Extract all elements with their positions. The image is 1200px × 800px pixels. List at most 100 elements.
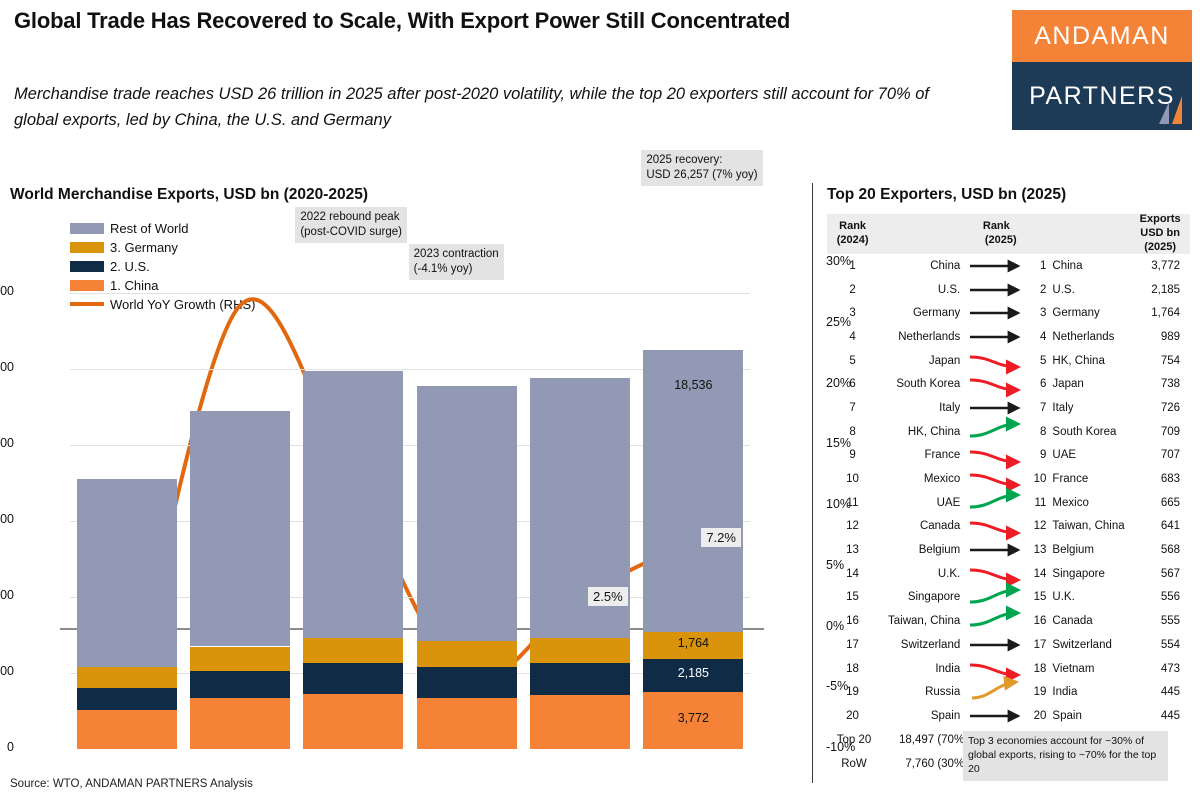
cell-rank-change <box>963 301 1025 325</box>
cell-rank-2024: 15 <box>846 591 859 604</box>
cell-name-2024: U.K. <box>937 567 961 580</box>
bar-segment-germany[interactable] <box>303 637 404 664</box>
bar-segment-china[interactable] <box>416 697 517 749</box>
bar-segment-china[interactable] <box>190 697 290 749</box>
rank-change-arrow-icon <box>972 676 1020 700</box>
table-row[interactable]: 17 Switzerland 17 Switzerland 554 <box>827 633 1190 657</box>
cell-name-2025: Taiwan, China <box>1052 520 1125 533</box>
bar-2020[interactable] <box>76 479 177 749</box>
bar-segment-germany[interactable] <box>190 646 290 672</box>
bar-segment-us[interactable] <box>303 663 404 695</box>
bar-segment-germany[interactable] <box>76 667 177 689</box>
legend-swatch-germany <box>70 241 104 253</box>
gridline <box>70 369 750 371</box>
bar-segment-restofworld[interactable] <box>303 370 404 638</box>
cell-name-2024: Russia <box>925 686 961 699</box>
bar-segment-us[interactable] <box>530 663 630 695</box>
y-axis-tick-right: 20% <box>826 375 852 390</box>
bar-segment-china[interactable] <box>530 694 630 749</box>
bar-2022[interactable] <box>303 370 404 749</box>
y-axis-tick-left: 25,000 <box>0 360 14 375</box>
bar-segment-china[interactable] <box>76 709 177 749</box>
table-body: 1 China 1 China 3,772 2 U.S. 2 U.S. 2,185 3 Germany… <box>827 254 1190 728</box>
footer-label: Top 20 <box>836 733 872 746</box>
cell-rank-change <box>963 349 1025 375</box>
table-row[interactable]: 15 Singapore 15 U.K. 556 <box>827 582 1190 610</box>
left-panel-title: World Merchandise Exports, USD bn (2020-… <box>10 186 369 203</box>
cell-exports-2025: 754 <box>1160 354 1181 367</box>
table-row[interactable]: 20 Spain 20 Spain 445 <box>827 704 1190 728</box>
table-row[interactable]: 8 HK, China 8 South Korea 709 <box>827 416 1190 444</box>
table-row[interactable]: 9 France 9 UAE 707 <box>827 444 1190 469</box>
table-row[interactable]: 5 Japan 5 HK, China 754 <box>827 349 1190 375</box>
cell-name-2025: Italy <box>1052 401 1074 414</box>
bar-segment-restofworld[interactable]: 18,536 <box>643 350 744 632</box>
page-subtitle: Merchandise trade reaches USD 26 trillio… <box>14 85 930 129</box>
table-row[interactable]: 10 Mexico 10 France 683 <box>827 467 1190 493</box>
table-row[interactable]: 7 Italy 7 Italy 726 <box>827 396 1190 420</box>
table-row[interactable]: 6 South Korea 6 Japan 738 <box>827 372 1190 398</box>
bar-segment-restofworld[interactable] <box>416 386 517 642</box>
table-row[interactable]: 14 U.K. 14 Singapore 567 <box>827 562 1190 588</box>
cell-name-2024: U.S. <box>937 283 961 296</box>
rank-change-arrow-icon <box>970 283 1021 297</box>
table-row[interactable]: 3 Germany 3 Germany 1,764 <box>827 301 1190 325</box>
bar-2025[interactable]: 3,772 2,185 1,764 18,536 <box>643 350 744 749</box>
y-axis-tick-left: 30,000 <box>0 284 14 299</box>
cell-exports-2025: 989 <box>1160 330 1181 343</box>
growth-value-label: 7.2% <box>701 528 741 548</box>
andaman-partners-logo: ANDAMAN PARTNERS <box>1012 10 1192 130</box>
table-row[interactable]: 19 Russia 19 India 445 <box>827 676 1190 704</box>
table-row[interactable]: 18 India 18 Vietnam 473 <box>827 657 1190 683</box>
cell-exports-2025: 445 <box>1160 709 1181 722</box>
cell-rank-2025: 11 <box>1034 496 1047 509</box>
bar-2021[interactable] <box>190 411 290 749</box>
cell-rank-2025: 16 <box>1033 615 1047 628</box>
bar-segment-us[interactable] <box>76 688 177 710</box>
table-row[interactable]: 4 Netherlands 4 Netherlands 989 <box>827 325 1190 349</box>
cell-name-2025: HK, China <box>1052 354 1105 367</box>
bar-segment-germany[interactable]: 1,764 <box>643 631 744 659</box>
bar-segment-germany[interactable] <box>530 637 630 664</box>
rank-change-arrow-icon <box>970 355 1022 375</box>
bar-2024[interactable] <box>530 378 630 749</box>
cell-name-2024: UAE <box>936 496 961 509</box>
cell-name-2025: Japan <box>1052 378 1084 391</box>
table-row[interactable]: 16 Taiwan, China 16 Canada 555 <box>827 605 1190 633</box>
bar-segment-restofworld[interactable] <box>190 411 290 647</box>
cell-exports-2025: 2,185 <box>1151 283 1181 296</box>
cell-rank-change <box>963 538 1025 562</box>
gridline <box>70 445 750 447</box>
rank-change-arrow-icon <box>970 473 1022 493</box>
bar-segment-us[interactable]: 2,185 <box>643 658 744 692</box>
bar-segment-restofworld[interactable] <box>76 479 177 668</box>
bar-segment-us[interactable] <box>416 667 517 698</box>
cell-rank-2025: 3 <box>1040 307 1047 320</box>
y-axis-tick-right: 10% <box>826 497 852 511</box>
cell-name-2024: Switzerland <box>900 638 961 651</box>
table-row[interactable]: 13 Belgium 13 Belgium 568 <box>827 538 1190 562</box>
cell-exports-2025: 473 <box>1160 662 1181 675</box>
table-row[interactable]: 1 China 1 China 3,772 <box>827 254 1190 278</box>
panel-divider <box>812 183 813 783</box>
table-row[interactable]: 2 U.S. 2 U.S. 2,185 <box>827 278 1190 302</box>
gridline <box>70 293 750 295</box>
rank-change-arrow-icon <box>970 378 1022 398</box>
bar-2023[interactable] <box>416 386 517 749</box>
cell-rank-change <box>963 467 1025 493</box>
y-axis-tick-left: 20,000 <box>0 436 14 451</box>
bar-segment-china[interactable]: 3,772 <box>643 691 744 749</box>
bar-segment-us[interactable] <box>190 671 290 698</box>
cell-name-2024: India <box>935 662 961 675</box>
table-row[interactable]: 11 UAE 11 Mexico 665 <box>827 487 1190 515</box>
y-axis-tick-right: 30% <box>826 254 852 268</box>
cell-rank-2024: 8 <box>849 425 856 438</box>
cell-rank-2024: 9 <box>849 449 856 462</box>
table-row[interactable]: 12 Canada 12 Taiwan, China 641 <box>827 515 1190 541</box>
legend-label-china: 1. China <box>110 277 159 293</box>
bar-segment-china[interactable] <box>303 694 404 749</box>
rank-change-arrow-icon <box>970 450 1022 469</box>
cell-rank-change <box>963 562 1025 588</box>
bar-segment-germany[interactable] <box>416 641 517 668</box>
bar-value-label: 3,772 <box>677 711 709 726</box>
